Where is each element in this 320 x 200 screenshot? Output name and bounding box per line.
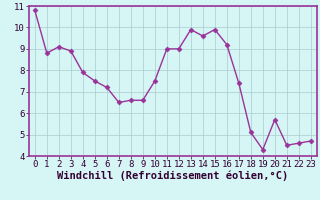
X-axis label: Windchill (Refroidissement éolien,°C): Windchill (Refroidissement éolien,°C)	[57, 171, 288, 181]
